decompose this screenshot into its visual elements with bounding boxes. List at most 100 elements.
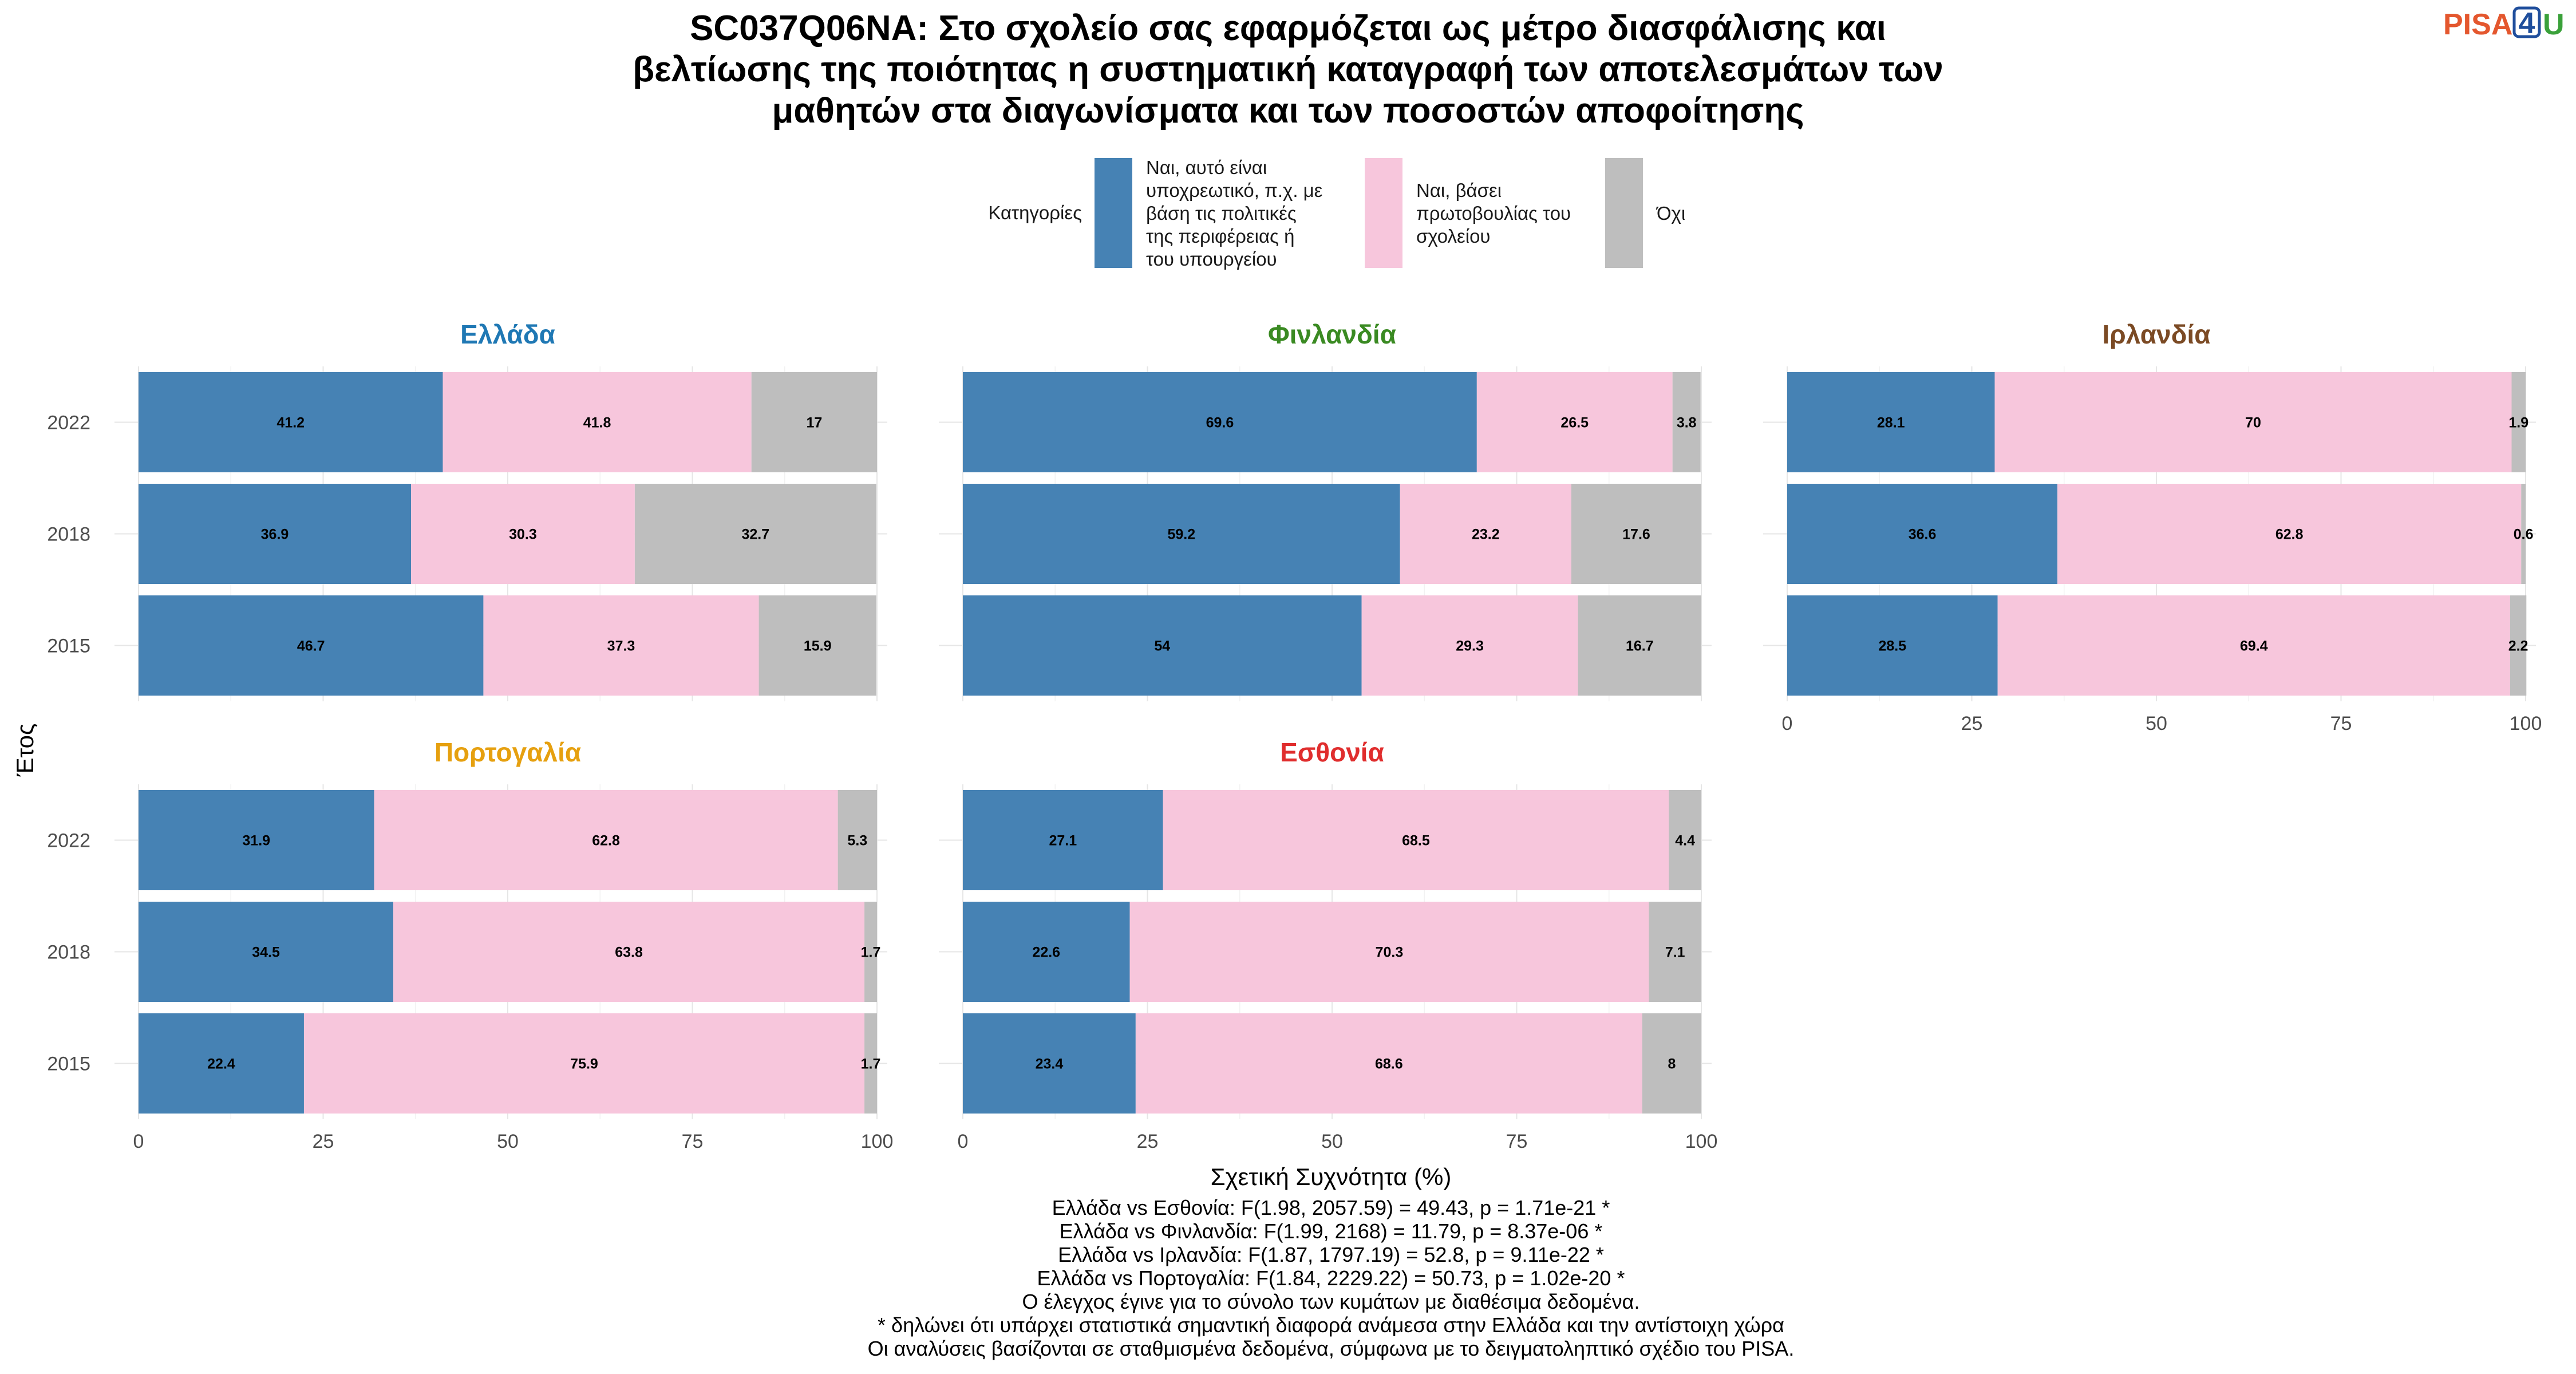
bar-label: 32.7 — [741, 527, 769, 543]
bar-label: 54 — [1154, 638, 1170, 654]
legend-label: της περιφέρειας ή — [1146, 226, 1294, 247]
x-tick-label: 50 — [1321, 1131, 1343, 1152]
bar-segment — [1135, 1013, 1642, 1114]
bar-label: 36.6 — [1909, 527, 1937, 543]
bar-label: 15.9 — [804, 638, 832, 654]
bar-segment — [1476, 372, 1673, 472]
bar-label: 30.3 — [509, 527, 537, 543]
facet-panel: Ελλάδα 41.2 41.8 17 2022 36.9 30.3 32.7 2018 46.7… — [47, 319, 887, 701]
logo-number: 4 — [2519, 7, 2535, 40]
bar-segment — [963, 1013, 1136, 1114]
title-line: SC037Q06NA: Στο σχολείο σας εφαρμόζεται … — [690, 9, 1886, 48]
bar-segment — [139, 484, 412, 584]
facet-title: Ελλάδα — [460, 319, 555, 349]
bar-segment — [1994, 372, 2512, 472]
facet-title: Φινλανδία — [1268, 319, 1396, 349]
facet-title: Εσθονία — [1280, 737, 1384, 767]
caption-line: Ο έλεγχος έγινε για το σύνολο των κυμάτω… — [1022, 1290, 1640, 1313]
y-tick-label: 2018 — [47, 524, 90, 546]
pisa4u-logo: PISA 4 U — [2443, 6, 2565, 41]
bar-segment — [963, 372, 1477, 472]
facet-panel: Πορτογαλία 31.9 62.8 5.3 2022 34.5 63.8 1.7 2018… — [47, 737, 893, 1152]
bar-segment — [139, 1013, 304, 1114]
legend-key — [1365, 158, 1402, 268]
bar-label: 70.3 — [1376, 945, 1404, 961]
bar-label: 2.2 — [2508, 638, 2528, 654]
bar-label: 31.9 — [242, 833, 270, 849]
bar-label: 5.3 — [847, 833, 867, 849]
bar-label: 75.9 — [570, 1056, 598, 1072]
bar-label: 63.8 — [615, 945, 643, 961]
caption-line: Ελλάδα vs Ιρλανδία: F(1.87, 1797.19) = 5… — [1058, 1243, 1604, 1266]
legend-label: υποχρεωτικό, π.χ. με — [1146, 180, 1323, 201]
bar-label: 17 — [806, 415, 822, 431]
legend-key — [1605, 158, 1643, 268]
bar-label: 70 — [2245, 415, 2261, 431]
bar-segment — [963, 484, 1400, 584]
bar-segment — [374, 790, 838, 890]
x-axis-title: Σχετική Συχνότητα (%) — [1211, 1163, 1452, 1190]
x-tick-label: 75 — [2330, 713, 2352, 735]
bar-label: 62.8 — [2275, 527, 2304, 543]
bar-label: 69.4 — [2240, 638, 2268, 654]
x-tick-label: 50 — [2146, 713, 2167, 735]
facet-title: Ιρλανδία — [2102, 319, 2210, 349]
bar-label: 68.6 — [1375, 1056, 1403, 1072]
bar-segment — [1787, 372, 1995, 472]
bar-segment — [864, 1013, 877, 1114]
y-tick-label: 2015 — [47, 1053, 90, 1075]
x-tick-label: 75 — [682, 1131, 704, 1152]
facet-panel: Εσθονία 27.1 68.5 4.4 22.6 70.3 7.1 23.4 68.6 8 0 2… — [939, 737, 1717, 1152]
bar-segment — [411, 484, 635, 584]
bar-label: 29.3 — [1456, 638, 1484, 654]
legend-label: Όχι — [1656, 203, 1685, 224]
x-tick-label: 0 — [1782, 713, 1793, 735]
facet-title: Πορτογαλία — [434, 737, 581, 767]
bar-label: 0.6 — [2514, 527, 2534, 543]
caption-line: Οι αναλύσεις βασίζονται σε σταθμισμένα δ… — [868, 1337, 1795, 1360]
bar-segment — [1578, 595, 1701, 696]
bar-segment — [751, 372, 877, 472]
bar-label: 41.8 — [583, 415, 611, 431]
bar-segment — [1361, 595, 1578, 696]
bar-segment — [1129, 902, 1649, 1002]
bar-segment — [139, 790, 374, 890]
bar-segment — [864, 902, 877, 1002]
y-tick-label: 2022 — [47, 830, 90, 852]
bar-label: 28.1 — [1877, 415, 1905, 431]
legend-title: Κατηγορίες — [988, 202, 1082, 223]
facet-panel: Φινλανδία 69.6 26.5 3.8 59.2 23.2 17.6 54 29.3 16… — [939, 319, 1712, 701]
caption-line: Ελλάδα vs Πορτογαλία: F(1.84, 2229.22) =… — [1037, 1266, 1625, 1290]
bar-segment — [1787, 595, 1998, 696]
y-tick-label: 2018 — [47, 942, 90, 964]
bar-segment — [1400, 484, 1571, 584]
x-tick-label: 75 — [1506, 1131, 1528, 1152]
bar-segment — [634, 484, 876, 584]
bar-label: 46.7 — [297, 638, 325, 654]
x-tick-label: 100 — [2510, 713, 2542, 735]
bar-segment — [2510, 595, 2527, 696]
x-tick-label: 0 — [133, 1131, 144, 1152]
y-tick-label: 2022 — [47, 412, 90, 434]
x-tick-label: 0 — [958, 1131, 969, 1152]
bar-label: 1.7 — [861, 945, 881, 961]
title-line: βελτίωσης της ποιότητας η συστηματική κα… — [633, 50, 1943, 89]
bar-segment — [1672, 372, 1701, 472]
bar-segment — [139, 595, 484, 696]
x-tick-label: 25 — [1137, 1131, 1159, 1152]
bar-label: 23.4 — [1036, 1056, 1064, 1072]
y-axis-title: Έτος — [11, 724, 38, 777]
bar-segment — [1571, 484, 1701, 584]
logo-letter: U — [2543, 8, 2565, 41]
legend-key — [1095, 158, 1132, 268]
legend-label: Ναι, αυτό είναι — [1146, 157, 1267, 178]
bar-label: 28.5 — [1878, 638, 1906, 654]
bar-label: 7.1 — [1665, 945, 1685, 961]
bar-label: 37.3 — [607, 638, 635, 654]
bar-label: 59.2 — [1168, 527, 1196, 543]
facet-panels: Ελλάδα 41.2 41.8 17 2022 36.9 30.3 32.7 2018 46.7… — [47, 319, 2542, 1152]
bar-label: 26.5 — [1560, 415, 1589, 431]
bar-segment — [483, 595, 759, 696]
caption-line: * δηλώνει ότι υπάρχει στατιστικά σημαντι… — [878, 1313, 1784, 1337]
